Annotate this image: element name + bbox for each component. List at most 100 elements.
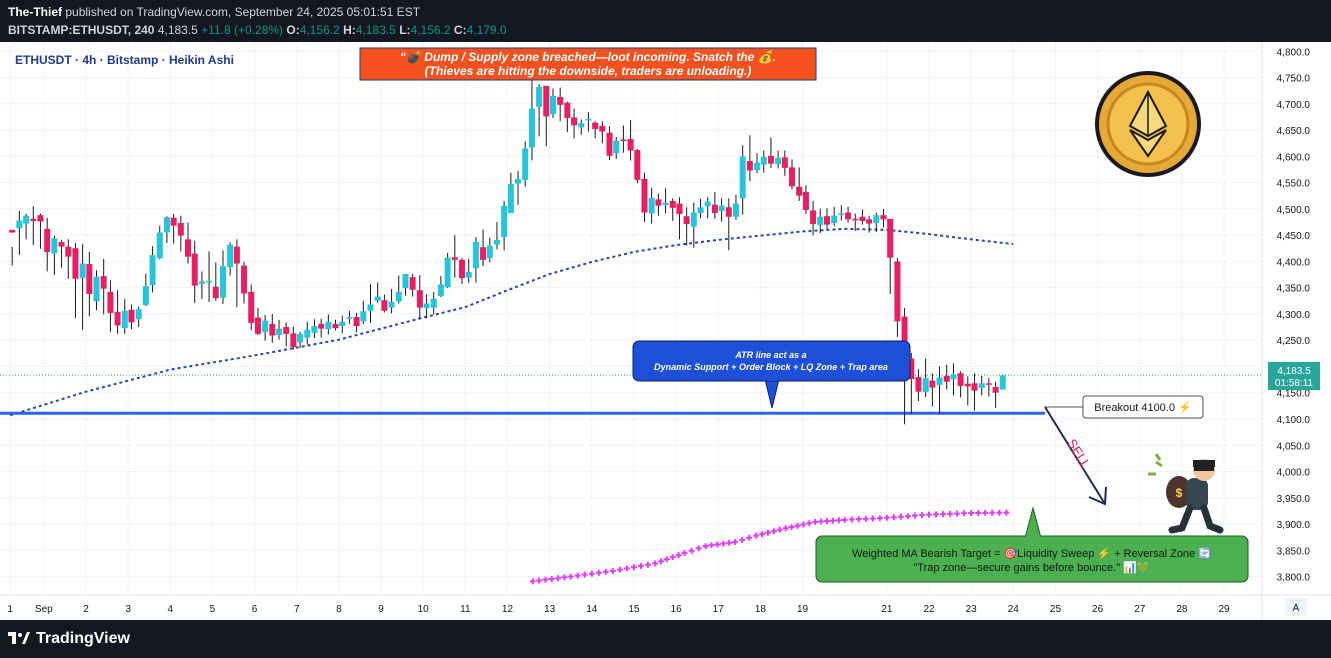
candle-body (437, 284, 444, 297)
x-tick-label: Sep (35, 604, 53, 615)
candle-body (704, 201, 711, 207)
candle-body (276, 328, 283, 335)
candle (219, 250, 226, 304)
wma-marker (770, 528, 777, 535)
candle-body (964, 383, 971, 387)
svg-text:A: A (1293, 603, 1300, 614)
candle-body (191, 253, 198, 286)
footer-bar: TradingView (0, 620, 1331, 658)
y-tick-label: 3,900.0 (1277, 520, 1311, 531)
x-tick-label: 14 (586, 604, 598, 615)
candle-body (395, 291, 402, 302)
y-tick-label: 4,650.0 (1277, 126, 1311, 137)
candle-body (739, 156, 746, 199)
candle (318, 318, 325, 338)
candle-body (58, 241, 65, 247)
candle (135, 306, 142, 328)
wma-marker (818, 518, 825, 525)
x-tick-label: 26 (1092, 604, 1104, 615)
y-tick-label: 4,750.0 (1277, 74, 1311, 85)
candle-body (480, 247, 487, 260)
price-chart-svg[interactable]: 4,800.0 4,750.0 4,700.0 4,650.0 4,600.0 4,550… (0, 42, 1331, 620)
chart-area[interactable]: 4,800.0 4,750.0 4,700.0 4,650.0 4,600.0 4,550… (0, 42, 1331, 620)
candle-body (381, 300, 388, 311)
candle-body (641, 178, 648, 213)
author-name[interactable]: The-Thief (8, 5, 62, 19)
candle-body (206, 280, 213, 283)
wma-marker (848, 516, 855, 523)
wma-marker (732, 538, 739, 545)
candle-body (269, 323, 276, 336)
candle-body (817, 216, 824, 226)
y-tick-label: 3,950.0 (1277, 494, 1311, 505)
candle-body (100, 276, 107, 289)
candle-body (915, 376, 922, 392)
wma-marker (695, 545, 702, 552)
atr-callout-line-2: Dynamic Support + Order Block + LQ Zone … (654, 362, 888, 372)
wma-marker (806, 520, 813, 527)
candle-body (978, 383, 985, 389)
candle (198, 271, 205, 300)
y-tick-label: 3,800.0 (1277, 573, 1311, 584)
candle (493, 221, 500, 250)
candle (437, 276, 444, 298)
candle (72, 243, 79, 319)
y-tick-label: 4,050.0 (1277, 441, 1311, 452)
candle (430, 291, 437, 315)
candle-body (648, 197, 655, 214)
candle (627, 120, 634, 161)
candle-body (332, 323, 339, 329)
candle-body (318, 323, 325, 329)
tradingview-logo[interactable]: TradingView (8, 630, 130, 648)
sma-line (9, 227, 1014, 417)
candle (233, 239, 240, 308)
candle (507, 172, 514, 214)
candle-body (367, 304, 374, 311)
candle (346, 310, 353, 324)
candles-group[interactable] (9, 71, 1006, 425)
candle-body (248, 291, 255, 323)
candle (929, 373, 936, 407)
candle-body (725, 207, 732, 217)
candle-body (493, 239, 500, 245)
candle (100, 258, 107, 315)
candle-body (219, 266, 226, 298)
candle-body (894, 261, 901, 322)
candle (149, 246, 156, 293)
candle-body (845, 212, 852, 220)
auto-scale-button[interactable]: A (1285, 598, 1307, 616)
high-label: H: (343, 23, 356, 37)
candle (325, 314, 332, 335)
candle (802, 185, 809, 215)
candle-body (606, 132, 613, 156)
candle (304, 321, 311, 345)
wma-marker (720, 540, 727, 547)
candle (845, 206, 852, 223)
candle (564, 101, 571, 133)
candle (964, 376, 971, 406)
x-tick-label: 11 (460, 604, 471, 615)
candle-body (760, 156, 767, 165)
candle-body (472, 241, 479, 269)
close-label: C: (453, 23, 467, 37)
candle-body (507, 184, 514, 214)
candle (606, 126, 613, 161)
candle-body (121, 310, 128, 329)
candle-body (999, 375, 1006, 390)
open-value: 4,156.2 (299, 23, 340, 37)
candle (262, 314, 269, 341)
candle-body (198, 281, 205, 284)
candle (683, 207, 690, 246)
candle-body (592, 122, 599, 130)
candle (451, 235, 458, 278)
x-tick-label: 5 (210, 604, 216, 615)
wma-marker (657, 558, 664, 565)
candle-body (922, 378, 929, 393)
wma-marker (961, 510, 968, 517)
candle-body (30, 218, 37, 221)
candle (248, 284, 255, 331)
candle (838, 205, 845, 221)
candle-body (929, 380, 936, 388)
wma-marker (897, 513, 904, 520)
candle-body (72, 248, 79, 279)
